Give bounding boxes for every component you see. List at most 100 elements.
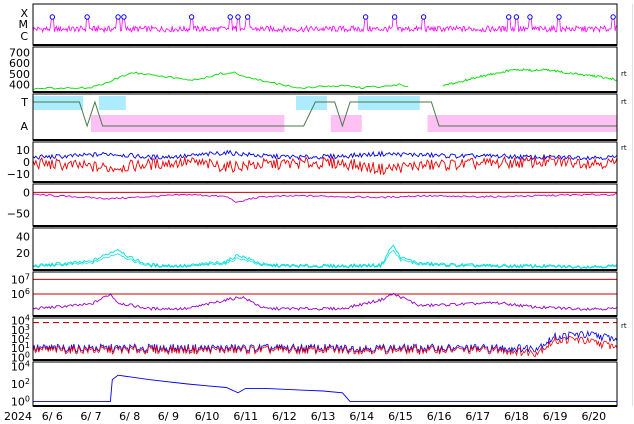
flare-event-marker [362, 14, 369, 20]
xray-flux-line [32, 17, 618, 34]
toward-sector-band [357, 96, 420, 110]
flare-event-marker [227, 14, 233, 20]
x-tick-label: 6/13 [311, 410, 336, 423]
y-tick-exponent: 6 [25, 287, 30, 296]
cosmic-ray-series-line [32, 330, 618, 354]
y-tick-label-imf_b: −10 [7, 168, 30, 181]
x-tick-label: 6/10 [195, 410, 220, 423]
y-tick-label-solar_wind_speed: 600 [9, 57, 30, 70]
y-tick-base: 10 [11, 351, 25, 364]
flare-event-marker [513, 14, 520, 20]
x-tick-label: 6/14 [349, 410, 374, 423]
y-tick-label-solar_wind_speed: 500 [9, 68, 30, 81]
x-tick-label: 6/12 [272, 410, 297, 423]
y-tick-base: 10 [11, 342, 25, 355]
y-tick-base: 10 [11, 315, 25, 328]
imf-series-line [32, 155, 618, 176]
flare-event-marker [391, 14, 398, 20]
solar-wind-speed-line [32, 71, 409, 90]
frame-layer [32, 3, 618, 407]
x-tick-label: 6/ 6 [42, 410, 63, 423]
panel-proton_flux-background [33, 228, 617, 270]
panel-right-label: rt [621, 98, 627, 106]
y-tick-label-electron_flux: 107 [11, 272, 30, 286]
y-tick-label-imf_b: 0 [23, 156, 30, 169]
panel-imf_b-background [33, 142, 617, 182]
y-tick-base: 10 [11, 333, 25, 346]
y-tick-exponent: 1 [25, 341, 30, 350]
x-tick-label: 6/16 [427, 410, 452, 423]
y-tick-base: 10 [11, 378, 25, 391]
x-tick-label: 6/11 [233, 410, 258, 423]
proton-flux-line [32, 244, 618, 269]
toward-sector-band [98, 96, 126, 110]
flare-event-marker [556, 14, 562, 20]
proton-flux-secondary-line [32, 249, 618, 269]
x-tick-label: 6/15 [388, 410, 413, 423]
flare-event-marker [115, 14, 121, 20]
y-label-xray-class: M [19, 18, 29, 31]
panel-solar_proton-background [33, 362, 617, 406]
flare-event-marker [420, 14, 427, 20]
panel-dst-background [33, 184, 617, 226]
y-tick-label-cosmic_ray: 102 [11, 332, 30, 346]
y-tick-label-solar_wind_speed: 700 [9, 46, 30, 59]
y-tick-base: 10 [11, 288, 25, 301]
y-tick-exponent: 2 [25, 332, 30, 341]
y-tick-exponent: 7 [25, 272, 30, 281]
y-label-imf-polarity: T [20, 96, 28, 109]
away-sector-band [330, 115, 362, 132]
flare-event-marker [244, 14, 251, 20]
y-tick-exponent: 4 [25, 359, 30, 368]
panel-right-label: rt [621, 70, 627, 78]
panel-layer [33, 4, 617, 406]
y-tick-label-solar_proton: 102 [11, 377, 30, 391]
flare-event-marker [188, 14, 195, 20]
away-sector-band [91, 115, 285, 132]
toward-sector-band [295, 96, 327, 110]
imf-series-line [32, 149, 618, 161]
x-tick-label: 6/20 [581, 410, 606, 423]
y-tick-exponent: 0 [25, 350, 30, 359]
x-tick-label: 6/18 [504, 410, 529, 423]
label-layer: 2024 6/ 6 6/ 7 6/ 8 6/ 9 6/10 6/11 6/12 6/13 6/1… [4, 7, 627, 423]
toward-sector-band [33, 96, 84, 110]
y-label-xray-class: X [20, 7, 28, 20]
flare-event-marker [235, 14, 241, 20]
x-tick-label: 6/17 [465, 410, 490, 423]
flare-event-marker [527, 14, 533, 20]
data-layer [32, 14, 618, 403]
cosmic-ray-series-line [32, 335, 618, 358]
y-tick-exponent: 0 [25, 395, 30, 404]
y-tick-label-cosmic_ray: 104 [11, 314, 30, 328]
y-label-xray-class: C [20, 30, 28, 43]
y-tick-label-solar_proton: 100 [11, 395, 30, 409]
y-tick-label-dst: 0 [23, 186, 30, 199]
solar-wind-speed-line [442, 68, 618, 87]
y-tick-exponent: 4 [25, 314, 30, 323]
flare-event-marker [49, 14, 56, 20]
panel-solar_wind_speed-background [33, 47, 617, 92]
x-tick-label: 6/ 8 [119, 410, 140, 423]
y-tick-base: 10 [11, 360, 25, 373]
x-tick-label: 6/ 7 [80, 410, 101, 423]
y-tick-exponent: 3 [25, 323, 30, 332]
y-tick-label-solar_wind_speed: 400 [9, 79, 30, 92]
y-tick-base: 10 [11, 273, 25, 286]
solar-proton-line [33, 374, 617, 403]
panel-right-label: rt [621, 322, 627, 330]
sector-boundary-line [33, 100, 617, 128]
flare-event-marker [610, 14, 616, 20]
y-tick-label-solar_proton: 104 [11, 359, 30, 373]
x-tick-label: 6/19 [543, 410, 568, 423]
x-axis-year-label: 2024 [4, 410, 32, 423]
y-tick-exponent: 2 [25, 377, 30, 386]
y-tick-label-electron_flux: 106 [11, 287, 30, 301]
y-tick-base: 10 [11, 396, 25, 409]
y-tick-label-cosmic_ray: 100 [11, 350, 30, 364]
y-tick-base: 10 [11, 324, 25, 337]
flare-event-marker [506, 14, 512, 20]
y-tick-label-cosmic_ray: 101 [11, 341, 30, 355]
away-sector-band [427, 115, 617, 132]
